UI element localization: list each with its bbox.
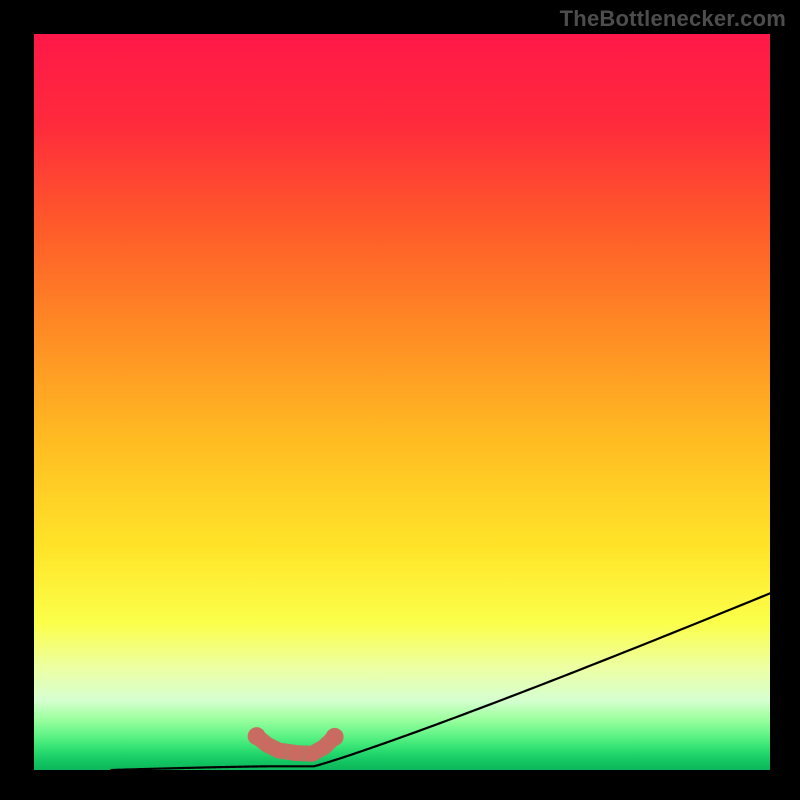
- stage: TheBottlenecker.com: [0, 0, 800, 800]
- baseline-dot: [272, 743, 286, 757]
- chart-svg: [34, 34, 770, 770]
- plot-area: [34, 34, 770, 770]
- watermark-text: TheBottlenecker.com: [560, 6, 786, 32]
- baseline-dot: [305, 747, 319, 761]
- baseline-dot: [289, 746, 303, 760]
- baseline-dot: [317, 740, 331, 754]
